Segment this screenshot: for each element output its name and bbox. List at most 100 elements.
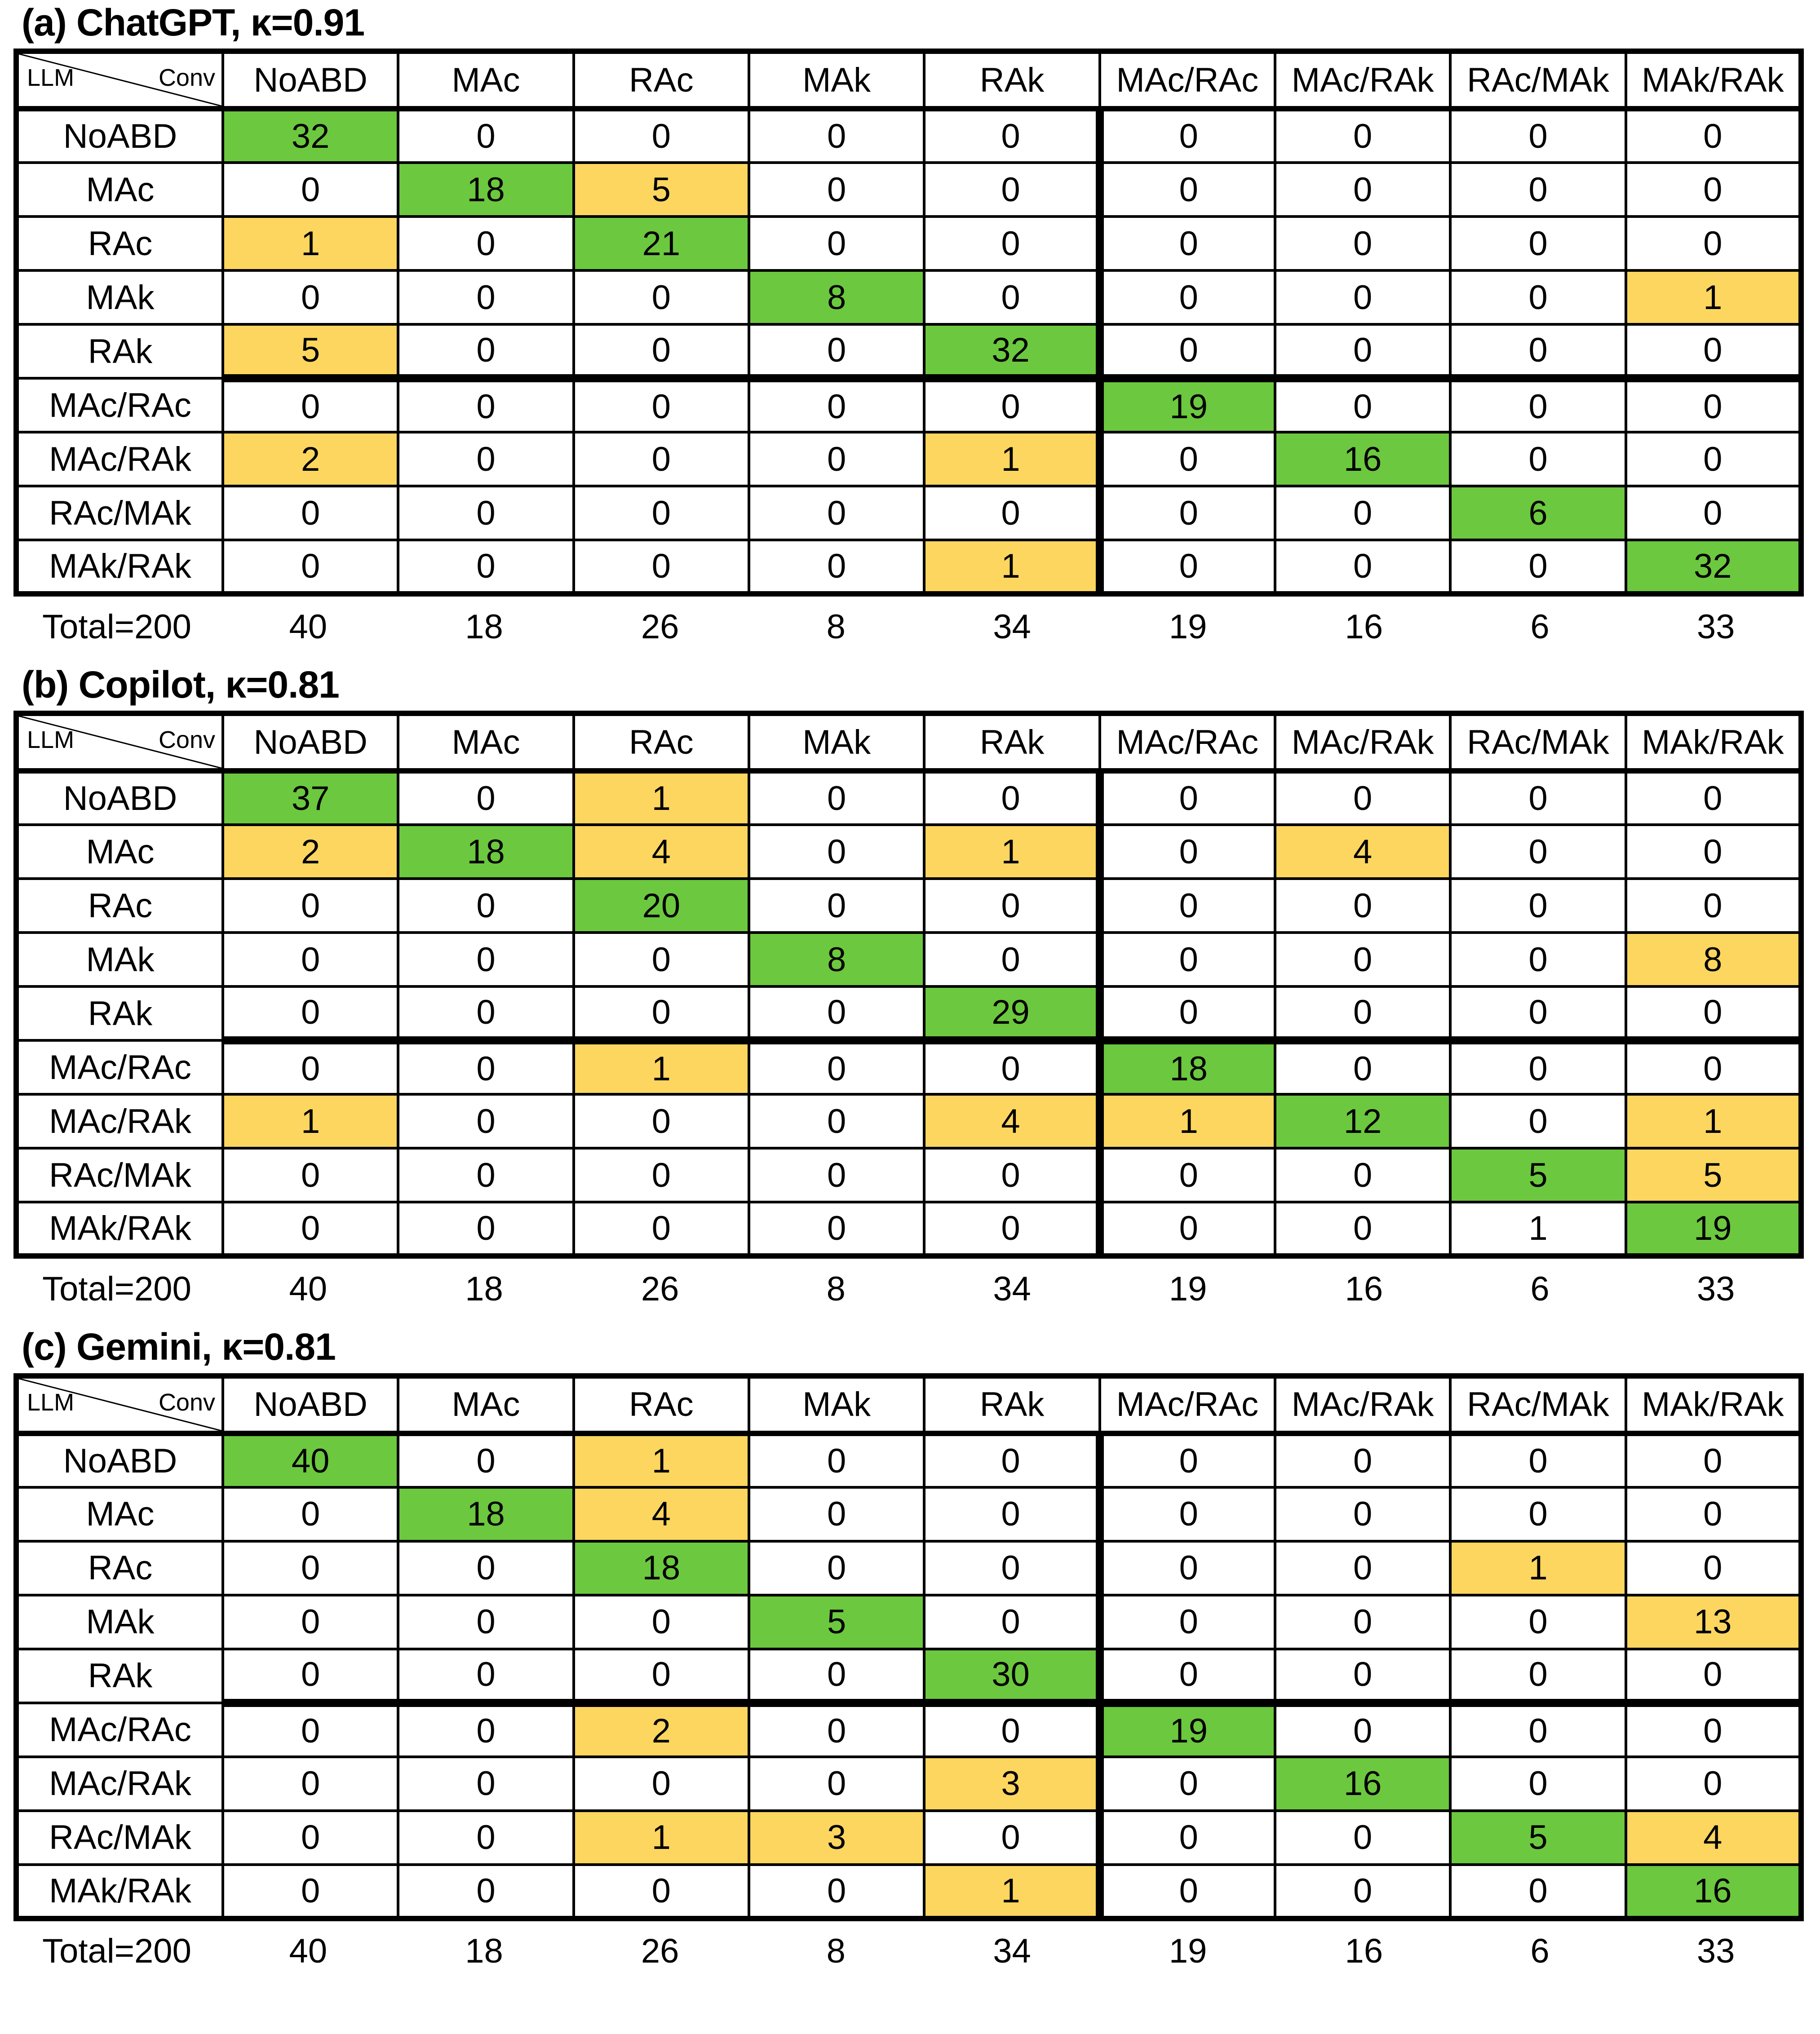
matrix-cell: 2 bbox=[221, 431, 400, 488]
row-header: MAc/RAc bbox=[15, 377, 224, 434]
matrix-cell: 0 bbox=[397, 215, 575, 272]
matrix-cell: 0 bbox=[572, 431, 750, 488]
matrix-cell: 0 bbox=[1098, 1432, 1276, 1489]
column-total: 40 bbox=[289, 607, 328, 646]
matrix-cell: 0 bbox=[221, 877, 400, 934]
matrix-cell: 0 bbox=[1098, 431, 1276, 488]
matrix-cell: 0 bbox=[923, 1432, 1104, 1489]
matrix-cell: 0 bbox=[747, 1539, 926, 1596]
corner-label-conv: Conv bbox=[158, 64, 215, 92]
matrix-cell: 0 bbox=[1273, 1039, 1452, 1096]
column-total: 6 bbox=[1530, 1932, 1550, 1971]
matrix-cell: 0 bbox=[923, 1486, 1104, 1543]
column-total: 8 bbox=[826, 607, 846, 646]
matrix-cell: 0 bbox=[1624, 377, 1803, 434]
column-header: MAk/RAk bbox=[1624, 1374, 1803, 1436]
row-header: NoABD bbox=[15, 769, 224, 827]
column-header: MAk bbox=[747, 50, 926, 112]
table-row: RAc 0 0 20 0 0 0 0 0 0 bbox=[15, 877, 1803, 934]
matrix-cell: 0 bbox=[1449, 323, 1627, 383]
column-header: MAc bbox=[397, 712, 575, 774]
matrix-cell: 0 bbox=[1624, 1701, 1803, 1758]
matrix-cell: 0 bbox=[1273, 1809, 1452, 1866]
row-header: MAc/RAk bbox=[15, 1755, 224, 1812]
column-header: RAc/MAk bbox=[1449, 50, 1627, 112]
matrix-cell: 0 bbox=[397, 1147, 575, 1204]
matrix-cell: 0 bbox=[397, 1647, 575, 1707]
column-header: MAc/RAc bbox=[1098, 1374, 1276, 1436]
row-header: MAc/RAk bbox=[15, 431, 224, 488]
matrix-cell: 0 bbox=[1098, 485, 1276, 542]
matrix-cell: 0 bbox=[397, 769, 575, 827]
confusion-matrix-section-b: (b) Copilot, κ=0.81 LLM Conv NoABD MAc RAc MA… bbox=[13, 665, 1820, 1315]
table-row: MAk/RAk 0 0 0 0 0 0 0 1 19 bbox=[15, 1201, 1803, 1258]
row-header: MAc bbox=[15, 161, 224, 218]
matrix-cell: 0 bbox=[747, 215, 926, 272]
column-header: RAk bbox=[923, 50, 1101, 112]
table-row: NoABD 32 0 0 0 0 0 0 0 0 bbox=[15, 107, 1803, 164]
matrix-cell: 0 bbox=[1273, 539, 1452, 596]
row-header: MAk bbox=[15, 269, 224, 326]
matrix-cell: 0 bbox=[572, 1647, 750, 1707]
total-label: Total=200 bbox=[42, 1269, 191, 1308]
matrix-cell: 0 bbox=[221, 1809, 400, 1866]
matrix-cell: 0 bbox=[1098, 823, 1276, 880]
matrix-cell: 30 bbox=[923, 1647, 1104, 1707]
matrix-cell: 0 bbox=[397, 107, 575, 164]
matrix-cell: 0 bbox=[1449, 1039, 1627, 1096]
row-header: MAc bbox=[15, 1486, 224, 1543]
matrix-cell: 0 bbox=[572, 107, 750, 164]
matrix-cell: 0 bbox=[1098, 539, 1276, 596]
matrix-cell: 0 bbox=[397, 931, 575, 988]
column-total: 8 bbox=[826, 1269, 846, 1308]
matrix-cell: 0 bbox=[221, 1201, 400, 1258]
matrix-cell: 5 bbox=[572, 161, 750, 218]
matrix-cell: 0 bbox=[221, 269, 400, 326]
matrix-cell: 0 bbox=[1449, 823, 1627, 880]
matrix-cell: 12 bbox=[1273, 1093, 1452, 1150]
table-row: MAc/RAk 0 0 0 0 3 0 16 0 0 bbox=[15, 1755, 1803, 1812]
matrix-cell: 0 bbox=[747, 1755, 926, 1812]
corner-diagonal-line bbox=[19, 54, 221, 106]
matrix-cell: 0 bbox=[1273, 931, 1452, 988]
matrix-cell: 6 bbox=[1449, 485, 1627, 542]
matrix-cell: 0 bbox=[747, 107, 926, 164]
corner-cell: LLM Conv bbox=[15, 50, 224, 112]
column-header: MAk/RAk bbox=[1624, 712, 1803, 774]
matrix-cell: 1 bbox=[572, 1432, 750, 1489]
matrix-cell: 0 bbox=[747, 877, 926, 934]
table-row: MAc/RAk 1 0 0 0 4 1 12 0 1 bbox=[15, 1093, 1803, 1150]
table-row: MAc/RAc 0 0 1 0 0 18 0 0 0 bbox=[15, 1039, 1803, 1096]
matrix-cell: 0 bbox=[1624, 431, 1803, 488]
matrix-cell: 0 bbox=[572, 269, 750, 326]
matrix-cell: 4 bbox=[1273, 823, 1452, 880]
row-header: MAc/RAk bbox=[15, 1093, 224, 1150]
column-header: MAc/RAk bbox=[1273, 712, 1452, 774]
matrix-cell: 0 bbox=[572, 1755, 750, 1812]
matrix-cell: 0 bbox=[1273, 1593, 1452, 1650]
matrix-cell: 0 bbox=[397, 485, 575, 542]
matrix-cell: 0 bbox=[923, 107, 1104, 164]
matrix-cell: 0 bbox=[747, 823, 926, 880]
matrix-cell: 0 bbox=[923, 1539, 1104, 1596]
matrix-cell: 0 bbox=[1273, 1701, 1452, 1758]
matrix-cell: 0 bbox=[1273, 985, 1452, 1045]
matrix-cell: 0 bbox=[1449, 931, 1627, 988]
matrix-cell: 0 bbox=[221, 985, 400, 1045]
matrix-cell: 0 bbox=[1273, 1863, 1452, 1920]
matrix-cell: 5 bbox=[1624, 1147, 1803, 1204]
matrix-cell: 0 bbox=[397, 539, 575, 596]
matrix-cell: 0 bbox=[1098, 985, 1276, 1045]
matrix-cell: 0 bbox=[397, 1093, 575, 1150]
matrix-cell: 0 bbox=[923, 1701, 1104, 1758]
column-header: RAc/MAk bbox=[1449, 1374, 1627, 1436]
matrix-cell: 16 bbox=[1624, 1863, 1803, 1920]
row-header: RAk bbox=[15, 1647, 224, 1704]
column-total: 18 bbox=[465, 1932, 503, 1971]
matrix-cell: 29 bbox=[923, 985, 1104, 1045]
matrix-cell: 0 bbox=[1624, 1039, 1803, 1096]
table-row: RAc 1 0 21 0 0 0 0 0 0 bbox=[15, 215, 1803, 272]
table-row: RAc 0 0 18 0 0 0 0 1 0 bbox=[15, 1539, 1803, 1596]
column-total: 26 bbox=[641, 1932, 679, 1971]
matrix-cell: 0 bbox=[397, 1701, 575, 1758]
